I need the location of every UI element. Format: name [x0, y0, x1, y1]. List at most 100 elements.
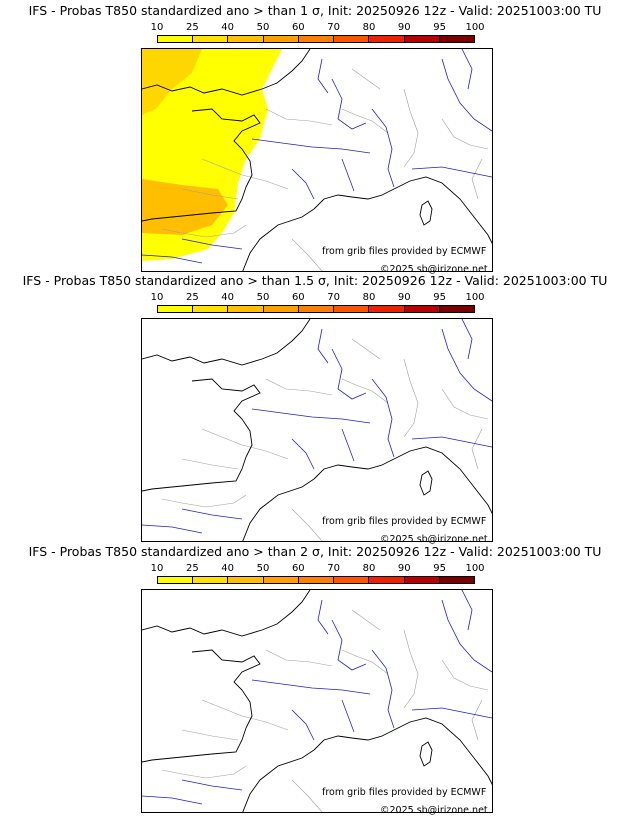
- colorbar-segment: [369, 577, 405, 583]
- river: [461, 590, 473, 631]
- colorbar-tick: 50: [256, 22, 270, 33]
- corsica-coast: [419, 200, 433, 226]
- colorbar-tick: 60: [291, 563, 305, 574]
- admin-border: [265, 378, 333, 396]
- colorbar-tick: 25: [185, 292, 199, 303]
- map-canvas: [142, 49, 492, 271]
- coastline: [142, 319, 311, 366]
- copyright-credit: ©2025 sb@irizone.net: [380, 534, 488, 545]
- river: [331, 348, 367, 400]
- coastline: [191, 108, 261, 188]
- river: [441, 58, 492, 132]
- colorbar-tick: 95: [433, 563, 446, 574]
- colorbar-segment: [263, 36, 299, 42]
- map-panel-2: IFS - Probas T850 standardized ano > tha…: [0, 270, 630, 545]
- colorbar-segment: [193, 306, 229, 312]
- admin-border: [471, 428, 483, 470]
- probability-area-high: [142, 179, 228, 235]
- admin-border: [265, 649, 333, 667]
- source-credit: from grib files provided by ECMWF: [322, 246, 487, 257]
- coastline: [191, 378, 261, 458]
- river: [181, 508, 243, 520]
- colorbar-tick: 60: [291, 22, 305, 33]
- admin-border: [181, 729, 239, 741]
- colorbar-tick: 80: [362, 563, 376, 574]
- colorbar-segment: [263, 577, 299, 583]
- colorbar-tick: 40: [221, 22, 235, 33]
- source-credit: from grib files provided by ECMWF: [322, 787, 487, 798]
- river: [371, 108, 395, 188]
- colorbar-tick: 90: [397, 292, 411, 303]
- river: [331, 78, 367, 130]
- admin-border: [201, 699, 289, 731]
- river: [461, 319, 473, 360]
- river: [411, 707, 492, 719]
- admin-border: [291, 508, 323, 541]
- admin-border: [291, 238, 323, 271]
- colorbar-tick: 90: [397, 563, 411, 574]
- colorbar-segment: [263, 306, 299, 312]
- river: [142, 524, 203, 534]
- river: [461, 49, 473, 90]
- colorbar-segment: [404, 36, 440, 42]
- admin-border: [403, 88, 419, 168]
- river: [331, 619, 367, 671]
- colorbar-segment: [158, 577, 194, 583]
- corsica-coast: [419, 741, 433, 767]
- coastline: [142, 186, 247, 222]
- coastline: [393, 446, 492, 515]
- river: [341, 428, 355, 462]
- admin-border: [351, 68, 381, 90]
- river: [371, 378, 395, 458]
- colorbar-segment: [369, 36, 405, 42]
- colorbar-segment: [193, 577, 229, 583]
- colorbar-tick: 100: [465, 22, 485, 33]
- panel-title: IFS - Probas T850 standardized ano > tha…: [28, 544, 602, 559]
- colorbar-tick: 80: [362, 22, 376, 33]
- coastline: [313, 188, 395, 210]
- river: [411, 166, 492, 178]
- colorbar-segment: [193, 36, 229, 42]
- colorbar-segment: [439, 306, 474, 312]
- copyright-credit: ©2025 sb@irizone.net: [380, 805, 488, 816]
- colorbar-tick: 70: [327, 22, 341, 33]
- river: [251, 679, 371, 695]
- map-panel-3: IFS - Probas T850 standardized ano > tha…: [0, 541, 630, 816]
- river: [291, 438, 315, 470]
- copyright-credit: ©2025 sb@irizone.net: [380, 264, 488, 275]
- map-canvas: [142, 590, 492, 812]
- coastline: [142, 590, 311, 637]
- river: [341, 158, 355, 192]
- admin-border: [201, 428, 289, 460]
- river: [142, 254, 203, 264]
- colorbar-tick: 10: [150, 563, 164, 574]
- colorbar-tick: 40: [221, 292, 235, 303]
- colorbar-segment: [334, 577, 370, 583]
- colorbar-segment: [228, 577, 264, 583]
- colorbar-tick: 50: [256, 292, 270, 303]
- river: [317, 58, 329, 94]
- river: [371, 649, 395, 729]
- probability-area-mid: [142, 49, 202, 115]
- colorbar-ticks: 10 25 40 50 60 70 80 90 95 100: [151, 563, 485, 575]
- colorbar-tick: 10: [150, 22, 164, 33]
- colorbar-tick: 50: [256, 563, 270, 574]
- river: [181, 238, 243, 250]
- colorbar-segment: [334, 306, 370, 312]
- colorbar: [157, 305, 475, 313]
- colorbar-tick: 70: [327, 563, 341, 574]
- source-credit: from grib files provided by ECMWF: [322, 516, 487, 527]
- colorbar-tick: 95: [433, 22, 446, 33]
- river: [317, 328, 329, 364]
- colorbar-tick: 90: [397, 22, 411, 33]
- colorbar-tick: 60: [291, 292, 305, 303]
- coastline: [242, 478, 315, 541]
- colorbar-segment: [298, 36, 335, 42]
- admin-border: [403, 358, 419, 438]
- admin-border: [441, 118, 489, 150]
- colorbar-tick: 40: [221, 563, 235, 574]
- coastline: [142, 456, 247, 492]
- admin-border: [341, 649, 389, 675]
- admin-border: [201, 158, 289, 190]
- colorbar-segment: [334, 36, 370, 42]
